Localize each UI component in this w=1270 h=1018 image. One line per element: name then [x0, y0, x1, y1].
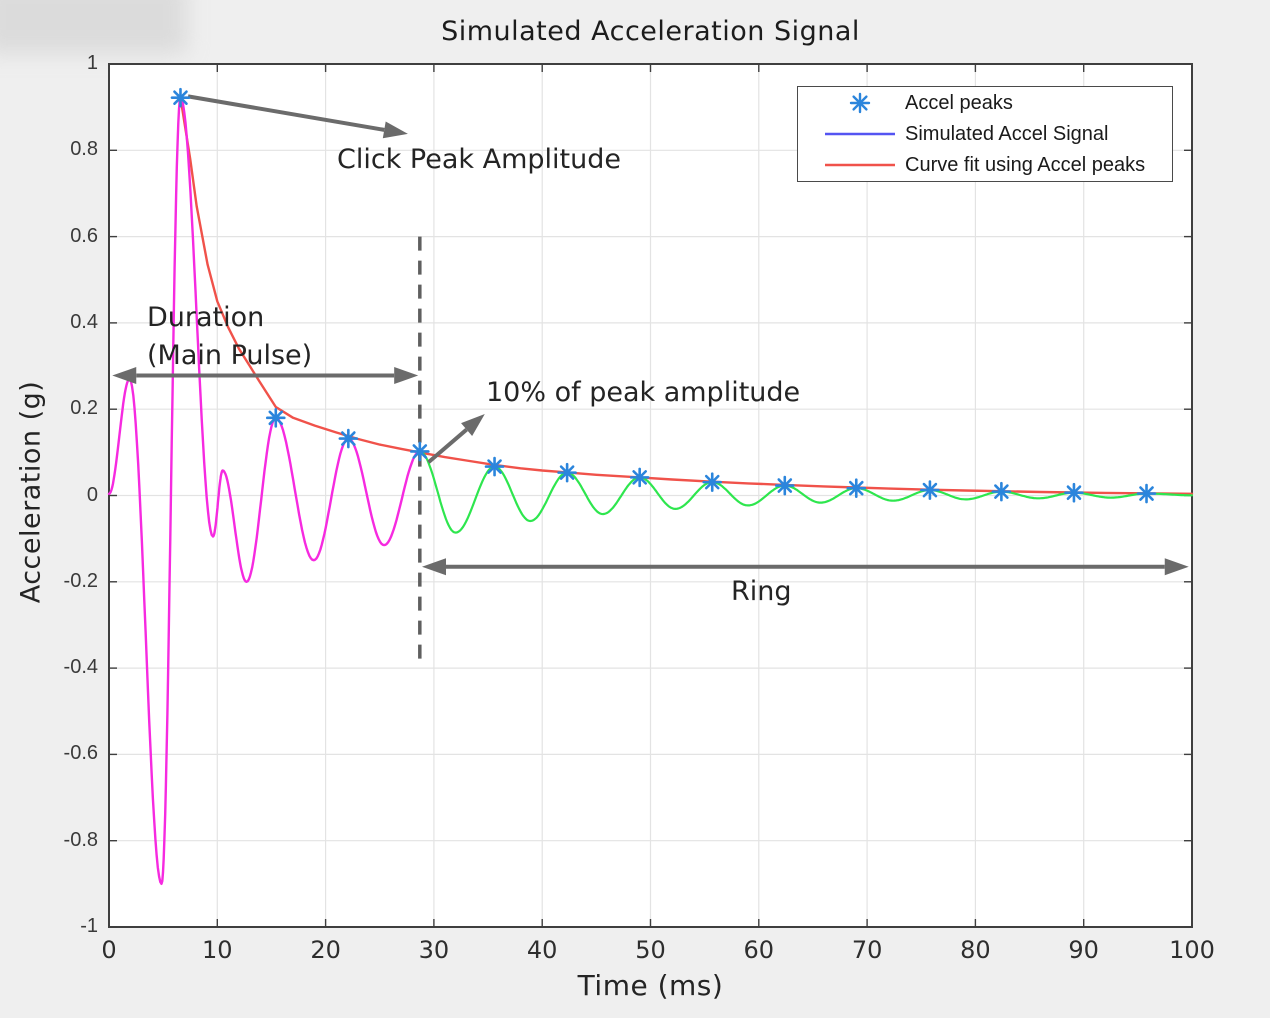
x-tick-label: 100 [1169, 936, 1215, 964]
accel-peak-marker[interactable] [846, 478, 867, 498]
accel-peak-marker[interactable] [774, 475, 795, 496]
x-tick-label: 30 [418, 936, 450, 964]
x-tick-label: 0 [101, 936, 117, 964]
ring-curve [418, 450, 1194, 534]
x-tick-label: 10 [202, 936, 233, 964]
accel-peak-marker[interactable] [920, 480, 940, 500]
legend-label: Simulated Accel Signal [905, 122, 1109, 145]
y-tick-label: 1 [86, 52, 98, 74]
annotation-duration-line1: Duration [147, 302, 265, 333]
legend-label: Accel peaks [905, 91, 1013, 114]
x-tick-label: 20 [310, 936, 341, 964]
y-tick-label: -0.6 [63, 742, 98, 765]
accel-peak-marker[interactable] [484, 456, 505, 477]
ten-percent-arrow [427, 413, 485, 464]
arrowhead [112, 367, 137, 385]
arrowhead [461, 413, 485, 437]
y-tick-label: -0.8 [63, 828, 98, 851]
x-tick-label: 70 [851, 936, 883, 964]
legend: Accel peaks Simulated Accel Signal Curve… [797, 86, 1173, 182]
x-tick-label: 90 [1068, 936, 1099, 964]
annotation-duration-main-pulse: Duration (Main Pulse) [147, 299, 312, 375]
accel-peak-marker[interactable] [170, 87, 191, 108]
annotation-ring: Ring [731, 576, 792, 607]
accel-peak-marker[interactable] [265, 408, 286, 428]
accel-peak-marker[interactable] [991, 481, 1012, 502]
accel-peak-marker[interactable] [410, 441, 430, 462]
annotation-duration-line2: (Main Pulse) [147, 340, 313, 371]
arrowhead [421, 558, 446, 576]
ring-arrow [421, 558, 1189, 576]
y-tick-label: -0.2 [63, 569, 98, 592]
y-tick-label: -0.4 [63, 656, 98, 679]
y-tick-label: 0.6 [70, 224, 98, 247]
chart-title: Simulated Acceleration Signal [441, 16, 860, 47]
blue-line-sample-icon [824, 131, 896, 137]
legend-label: Curve fit using Accel peaks [905, 153, 1146, 176]
arrowhead [382, 121, 408, 139]
accel-peak-marker[interactable] [557, 462, 577, 483]
arrowhead [394, 367, 419, 385]
x-tick-label: 60 [743, 936, 775, 964]
asterisk-marker-icon [824, 92, 896, 114]
x-tick-label: 40 [526, 936, 558, 964]
legend-item-curve-fit: Curve fit using Accel peaks [798, 150, 1172, 181]
y-tick-label: 0 [86, 483, 98, 506]
x-tick-label: 80 [960, 936, 991, 964]
accel-peak-marker[interactable] [629, 467, 650, 488]
screenshot-blur-artifact [0, 0, 187, 54]
legend-item-accel-peaks: Accel peaks [798, 88, 1172, 119]
y-tick-label: -1 [80, 915, 98, 937]
y-tick-label: 0.2 [70, 397, 98, 420]
accel-peak-marker[interactable] [702, 472, 723, 492]
annotation-ten-percent-peak: 10% of peak amplitude [486, 377, 801, 408]
x-tick-label: 50 [635, 936, 666, 964]
accel-peak-marker[interactable] [1136, 483, 1157, 504]
accel-peak-marker[interactable] [1064, 482, 1084, 503]
click-peak-arrow [187, 94, 408, 139]
curve-fit-line [179, 96, 1194, 495]
annotation-click-peak-amplitude: Click Peak Amplitude [337, 144, 621, 175]
legend-item-simulated-signal: Simulated Accel Signal [798, 119, 1172, 150]
y-tick-label: 0.4 [70, 310, 98, 333]
duration-arrow [112, 367, 419, 385]
y-tick-label: 0.8 [70, 138, 98, 161]
arrowhead [1164, 558, 1189, 576]
red-line-sample-icon [824, 162, 896, 168]
x-axis-label: Time (ms) [577, 969, 724, 1002]
y-axis-label: Acceleration (g) [15, 380, 47, 604]
accel-peak-marker[interactable] [338, 428, 359, 449]
